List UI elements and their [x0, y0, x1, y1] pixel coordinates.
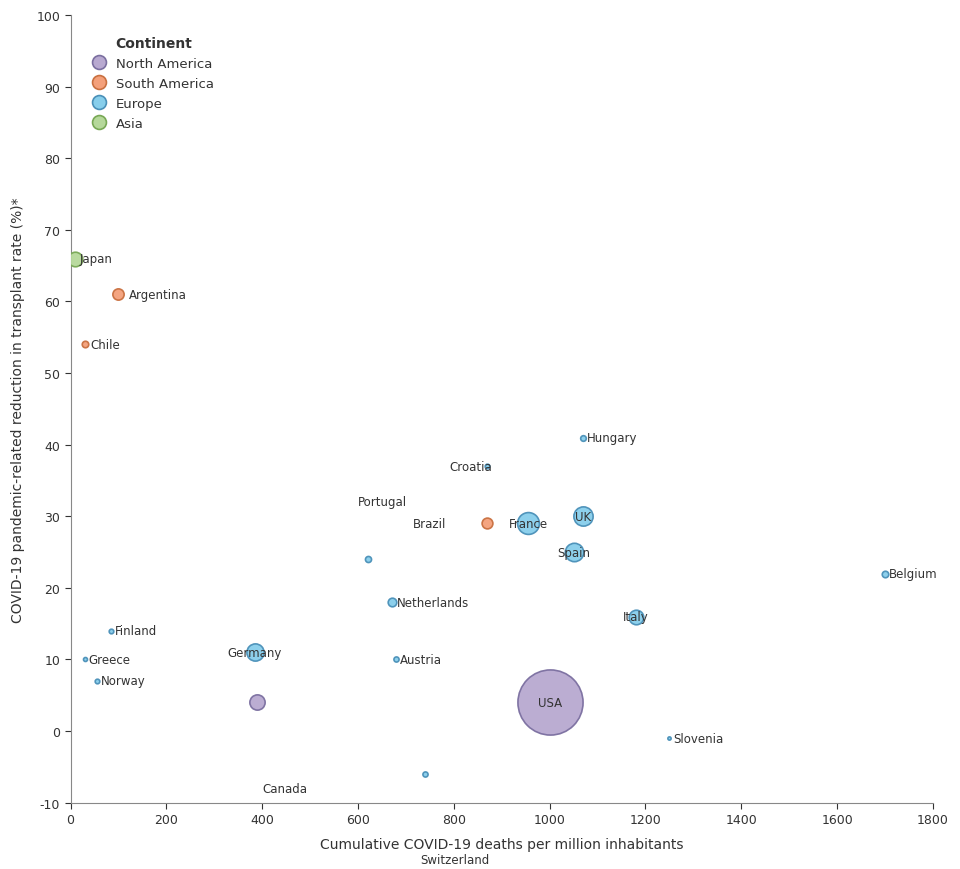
Text: Croatia: Croatia	[449, 461, 492, 473]
Text: Norway: Norway	[101, 674, 146, 687]
Text: Argentina: Argentina	[129, 289, 187, 302]
Text: Austria: Austria	[400, 653, 443, 667]
Point	[77, 338, 92, 352]
Text: Hungary: Hungary	[587, 432, 637, 445]
Point	[480, 517, 495, 531]
Text: Greece: Greece	[88, 653, 131, 667]
Point	[628, 610, 643, 624]
Text: Chile: Chile	[90, 339, 120, 352]
Text: Netherlands: Netherlands	[397, 596, 469, 609]
Point	[566, 546, 582, 560]
Point	[575, 431, 590, 445]
Point	[104, 624, 119, 638]
Text: Japan: Japan	[79, 253, 112, 266]
Text: Spain: Spain	[557, 546, 590, 559]
Point	[418, 767, 433, 781]
Point	[110, 288, 126, 302]
Point	[89, 674, 105, 688]
Legend: North America, South America, Europe, Asia: North America, South America, Europe, As…	[85, 30, 221, 137]
Point	[248, 646, 263, 660]
Text: France: France	[509, 517, 547, 530]
Text: Germany: Germany	[228, 646, 282, 659]
Point	[250, 696, 265, 710]
Text: Canada: Canada	[262, 782, 307, 795]
Y-axis label: COVID-19 pandemic-related reduction in transplant rate (%)*: COVID-19 pandemic-related reduction in t…	[12, 197, 25, 622]
Text: Italy: Italy	[623, 610, 649, 623]
Point	[542, 696, 558, 710]
Point	[360, 553, 375, 567]
Point	[520, 517, 536, 531]
Text: Slovenia: Slovenia	[673, 732, 724, 745]
Text: USA: USA	[538, 696, 562, 709]
Text: Switzerland: Switzerland	[420, 853, 490, 866]
Point	[661, 732, 677, 746]
Text: Belgium: Belgium	[889, 567, 938, 580]
X-axis label: Cumulative COVID-19 deaths per million inhabitants: Cumulative COVID-19 deaths per million i…	[320, 837, 684, 852]
Point	[67, 252, 83, 266]
Point	[384, 595, 399, 609]
Point	[389, 653, 404, 667]
Text: UK: UK	[575, 510, 591, 523]
Point	[480, 460, 495, 474]
Text: Finland: Finland	[115, 625, 157, 638]
Point	[77, 653, 92, 667]
Point	[575, 510, 590, 524]
Text: Brazil: Brazil	[413, 517, 446, 530]
Text: Portugal: Portugal	[358, 496, 407, 509]
Point	[877, 567, 893, 580]
